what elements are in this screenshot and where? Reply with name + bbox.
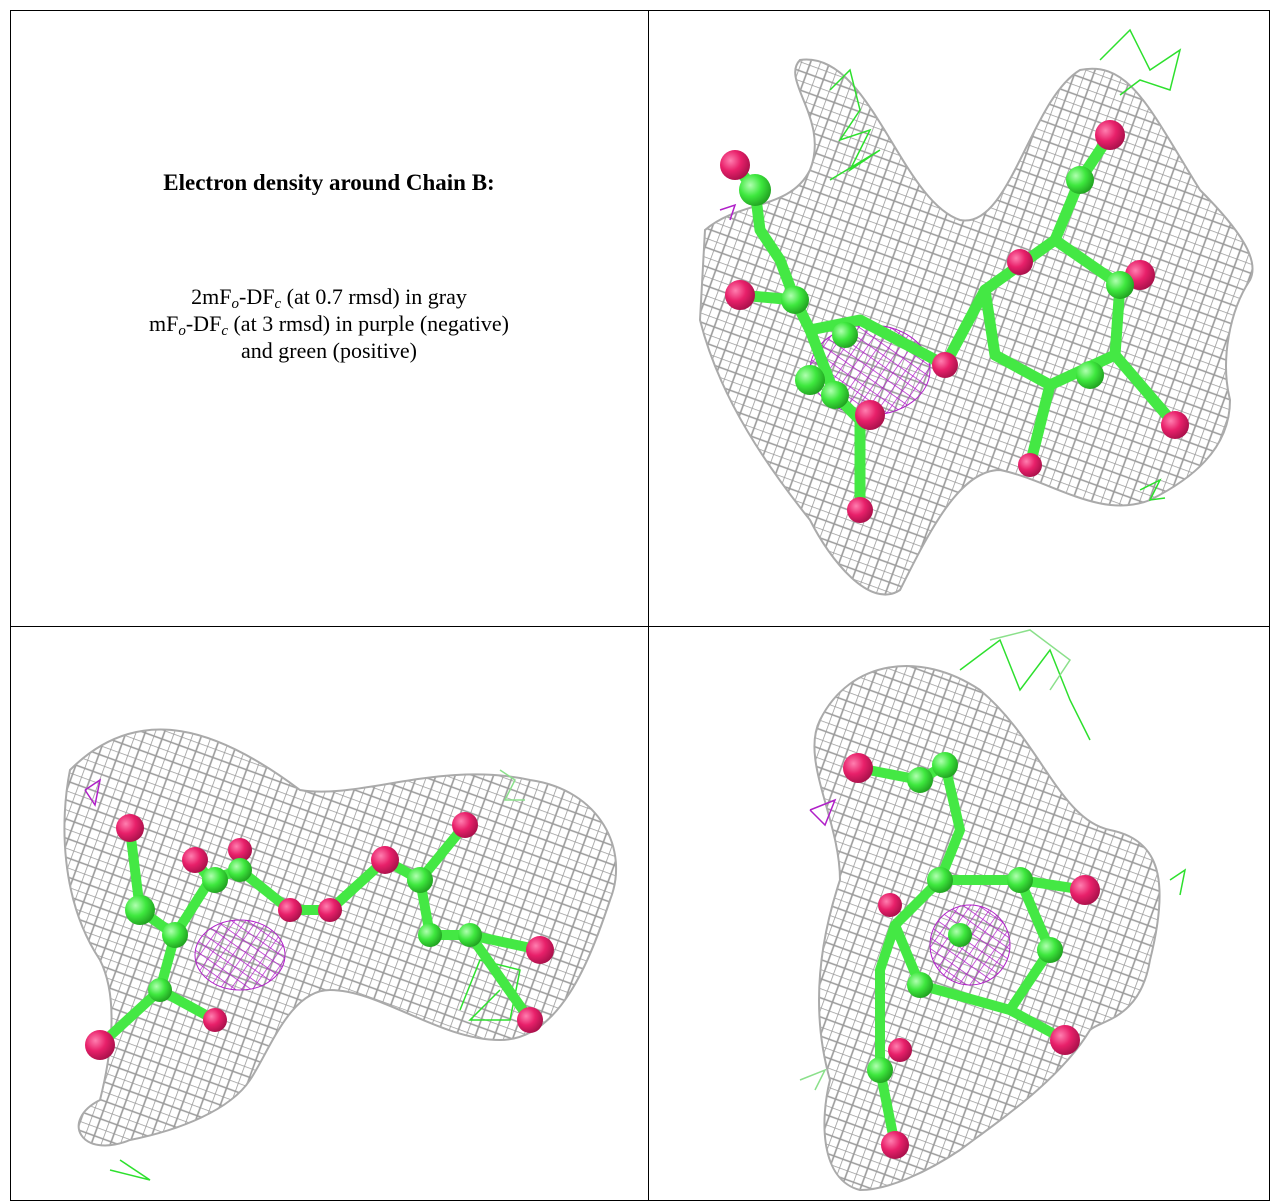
atom bbox=[1050, 1025, 1080, 1055]
mesh-line bbox=[829, 68, 881, 181]
atom bbox=[371, 846, 399, 874]
atom bbox=[739, 174, 771, 206]
subscript: o bbox=[231, 296, 240, 312]
atom bbox=[1095, 120, 1125, 150]
atom bbox=[855, 400, 885, 430]
atom bbox=[1066, 166, 1094, 194]
atom bbox=[1018, 453, 1042, 477]
caption-title: Electron density around Chain B: bbox=[163, 170, 495, 195]
density-view-2 bbox=[63, 728, 618, 1181]
atom bbox=[517, 1007, 543, 1033]
caption-line: and green (positive) bbox=[10, 337, 648, 364]
mesh-line bbox=[10, 10, 1270, 1201]
mesh-line bbox=[698, 58, 1254, 596]
atom bbox=[847, 497, 873, 523]
atom bbox=[452, 812, 478, 838]
mesh-line bbox=[959, 638, 1091, 741]
atom bbox=[125, 895, 155, 925]
mesh-line bbox=[1099, 28, 1182, 96]
atom bbox=[867, 1057, 893, 1083]
atom bbox=[278, 898, 302, 922]
atom bbox=[407, 867, 433, 893]
atom bbox=[907, 972, 933, 998]
atom bbox=[932, 752, 958, 778]
atom bbox=[182, 847, 208, 873]
mesh-line bbox=[1109, 349, 1181, 431]
atom bbox=[148, 978, 172, 1002]
atom bbox=[203, 1008, 227, 1032]
atom bbox=[228, 858, 252, 882]
mesh-line bbox=[1169, 868, 1187, 896]
mesh-line bbox=[499, 769, 525, 801]
mesh-line bbox=[109, 1159, 151, 1181]
group bbox=[85, 812, 554, 1060]
mesh-line bbox=[1139, 478, 1166, 501]
group bbox=[843, 752, 1100, 1159]
atom bbox=[1007, 249, 1033, 275]
atom bbox=[927, 867, 953, 893]
caption-text: (at 0.7 rmsd) in gray bbox=[281, 284, 467, 309]
atom bbox=[932, 352, 958, 378]
subscript: o bbox=[178, 323, 186, 339]
mesh-line bbox=[929, 904, 1011, 986]
mesh-line bbox=[875, 920, 900, 1150]
atom bbox=[1076, 361, 1104, 389]
caption-text: and green (positive) bbox=[241, 338, 417, 363]
mesh-line bbox=[84, 778, 102, 807]
caption-text: -DF bbox=[239, 284, 275, 309]
mesh-line bbox=[194, 919, 286, 991]
atom bbox=[228, 838, 252, 862]
atom bbox=[318, 898, 342, 922]
atom bbox=[725, 280, 755, 310]
atom bbox=[458, 923, 482, 947]
mesh-line bbox=[719, 203, 737, 221]
caption-text: mF bbox=[149, 311, 179, 336]
atom bbox=[832, 322, 858, 348]
mesh-line bbox=[465, 930, 535, 1025]
mesh-line bbox=[989, 629, 1072, 691]
atom bbox=[418, 923, 442, 947]
density-view-1 bbox=[698, 28, 1254, 596]
atom bbox=[1070, 875, 1100, 905]
caption-text: 2mF bbox=[191, 284, 232, 309]
caption-line: mFo-DFc (at 3 rmsd) in purple (negative) bbox=[10, 310, 648, 339]
atom bbox=[888, 1038, 912, 1062]
caption-text: (at 3 rmsd) in purple (negative) bbox=[227, 311, 509, 336]
caption-text: -DF bbox=[185, 311, 222, 336]
mesh-line bbox=[63, 728, 618, 1147]
atom bbox=[85, 1030, 115, 1060]
mesh-line bbox=[809, 798, 837, 827]
caption-lines: 2mFo-DFc (at 0.7 rmsd) in gray mFo-DFc (a… bbox=[10, 283, 648, 364]
mesh-line bbox=[804, 324, 866, 516]
atom bbox=[162, 922, 188, 948]
subscript: c bbox=[221, 323, 228, 339]
atom bbox=[878, 893, 902, 917]
atom bbox=[907, 767, 933, 793]
subscript: c bbox=[274, 296, 282, 312]
mesh-line bbox=[1024, 379, 1056, 471]
atom bbox=[948, 923, 972, 947]
atom bbox=[781, 286, 809, 314]
atom bbox=[526, 936, 554, 964]
mesh-line bbox=[799, 1068, 827, 1091]
atom bbox=[821, 381, 849, 409]
atom bbox=[202, 867, 228, 893]
atom bbox=[843, 753, 873, 783]
group bbox=[10, 10, 1270, 1201]
group bbox=[720, 120, 1189, 523]
atom bbox=[1007, 867, 1033, 893]
mesh-line bbox=[415, 875, 545, 955]
density-view-3 bbox=[799, 629, 1187, 1192]
atom bbox=[720, 150, 750, 180]
atom bbox=[1106, 271, 1134, 299]
caption-line: 2mFo-DFc (at 0.7 rmsd) in gray bbox=[10, 283, 648, 312]
atom bbox=[881, 1131, 909, 1159]
mesh-line bbox=[125, 820, 470, 940]
atom bbox=[116, 814, 144, 842]
atom bbox=[795, 365, 825, 395]
atom bbox=[1161, 411, 1189, 439]
atom bbox=[1037, 937, 1063, 963]
